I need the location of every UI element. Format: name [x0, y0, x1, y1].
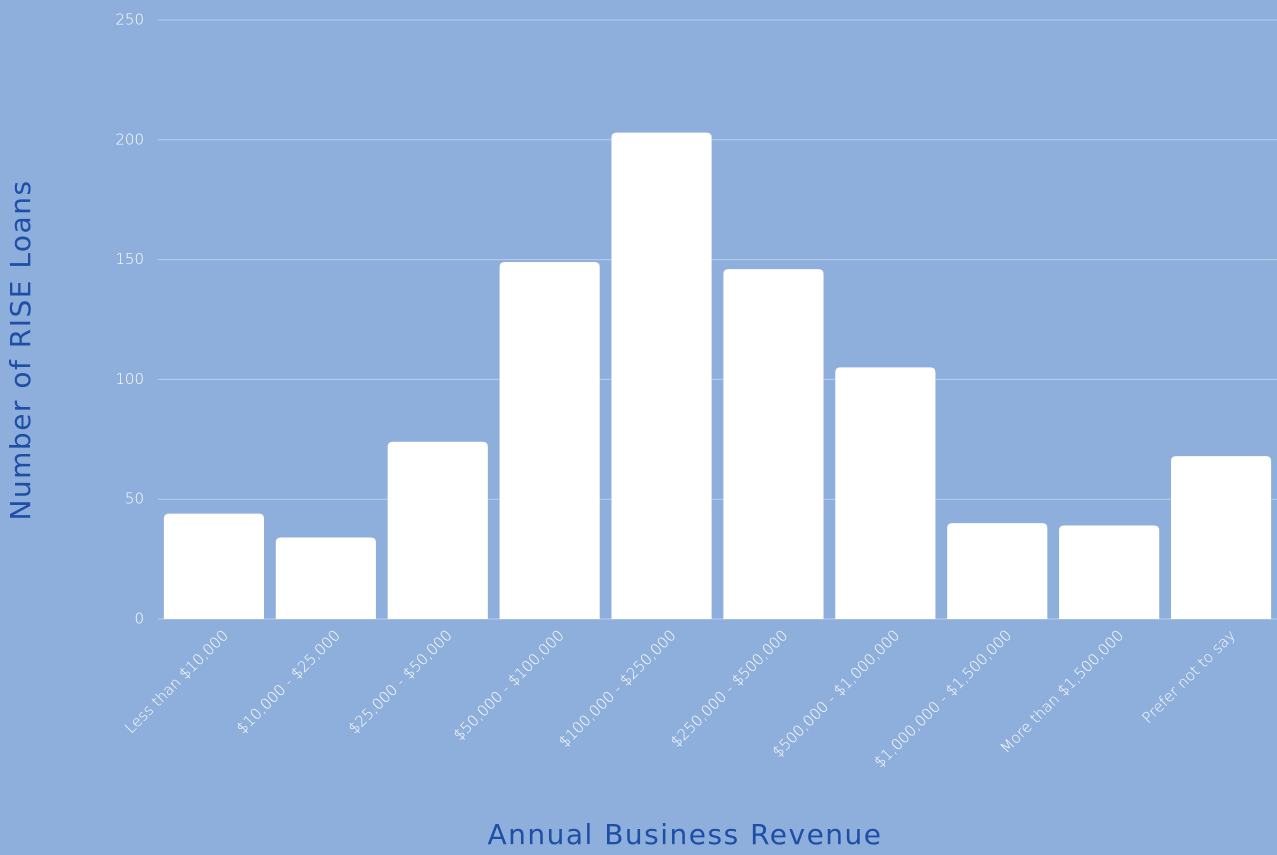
y-axis-title: Number of RISE Loans: [4, 179, 37, 520]
bar: [163, 513, 265, 619]
y-tick-label: 200: [115, 130, 144, 148]
bar: [947, 523, 1048, 619]
bar: [387, 441, 488, 619]
bar: [1059, 525, 1160, 619]
y-tick-label: 0: [134, 610, 144, 628]
bar: [1170, 456, 1272, 619]
y-tick-label: 250: [115, 11, 144, 29]
bar: [835, 367, 936, 619]
y-tick-label: 150: [115, 250, 144, 268]
bar: [275, 537, 376, 619]
y-tick-label: 100: [115, 370, 144, 388]
bar: [723, 269, 824, 619]
y-tick-label: 50: [125, 490, 144, 508]
bar: [611, 132, 712, 619]
bar: [499, 261, 600, 619]
x-axis-title: Annual Business Revenue: [487, 818, 882, 851]
